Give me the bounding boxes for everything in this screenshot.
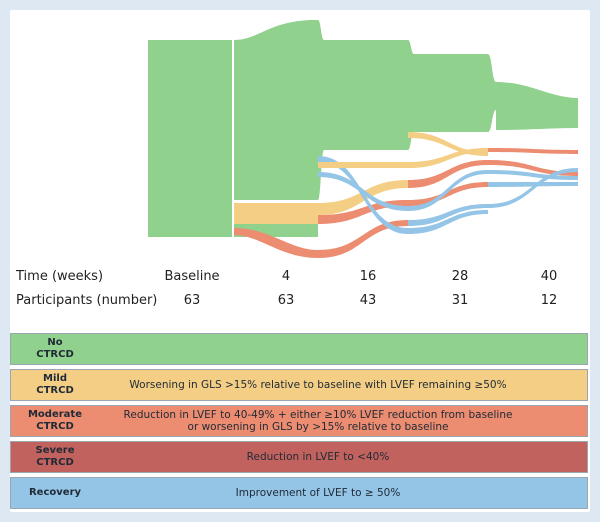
participants-28: 31 (451, 293, 469, 308)
legend-row-no-ctrcd: No CTRCD (10, 333, 588, 365)
time-axis-label: Time (weeks) (16, 269, 104, 284)
legend-row-mild-ctrcd: Mild CTRCD Worsening in GLS >15% relativ… (10, 369, 588, 401)
flow-28-to-40-moderate (488, 148, 578, 154)
legend-desc-mild-ctrcd: Worsening in GLS >15% relative to baseli… (129, 379, 507, 391)
sankey-flows (148, 20, 578, 258)
flow-16-to-28-no-ctrcd (408, 40, 414, 150)
participants-40: 12 (540, 293, 558, 308)
flow-4-to-16-mild-upper (318, 162, 408, 168)
flow-16-to-28-recovery-3 (408, 210, 488, 234)
time-axis-row: Time (weeks) Baseline 4 16 28 40 (10, 269, 590, 289)
flow-16-to-28-recovery-2 (408, 204, 488, 226)
time-40: 40 (540, 269, 558, 284)
legend-term-recovery: Recovery (28, 487, 82, 498)
time-4: 4 (281, 269, 291, 284)
participants-16: 43 (359, 293, 377, 308)
flow-4-to-16-recovery-2 (318, 172, 408, 211)
legend-term-moderate-ctrcd: Moderate CTRCD (27, 409, 82, 432)
flow-28-to-40-recovery-2 (488, 168, 578, 208)
flow-4-to-16-no-ctrcd (318, 20, 324, 200)
flow-16-to-28-moderate (408, 160, 488, 188)
flow-16-to-28-mild-2 (408, 132, 488, 156)
diagram-panel: Time (weeks) Baseline 4 16 28 40 Partici… (10, 10, 590, 512)
node-week40-no-ctrcd (496, 82, 578, 130)
legend-row-moderate-ctrcd: Moderate CTRCD Reduction in LVEF to 40-4… (10, 405, 588, 437)
flow-16-to-28-moderate-2 (408, 182, 488, 206)
participants-4: 63 (277, 293, 295, 308)
flow-16-to-28-recovery (408, 170, 488, 211)
node-week28-no-ctrcd (414, 54, 488, 132)
participants-baseline: 63 (183, 293, 201, 308)
flow-28-to-40-no-ctrcd (488, 54, 496, 132)
node-week4-no-ctrcd-edge (234, 198, 318, 200)
legend-term-mild-ctrcd: Mild CTRCD (36, 373, 74, 396)
node-baseline-no-ctrcd (148, 40, 232, 237)
legend-row-recovery: Recovery Improvement of LVEF to ≥ 50% (10, 477, 588, 509)
flow-4-to-16-recovery (318, 156, 408, 234)
participants-axis-row: Participants (number) 63 63 43 31 12 (10, 293, 590, 313)
time-baseline: Baseline (164, 269, 220, 284)
time-16: 16 (359, 269, 377, 284)
legend-row-severe-ctrcd: Severe CTRCD Reduction in LVEF to <40% (10, 441, 588, 473)
legend-desc-recovery: Improvement of LVEF to ≥ 50% (235, 487, 401, 499)
node-week4-mild-ctrcd (234, 203, 318, 224)
time-28: 28 (451, 269, 469, 284)
participants-axis-label: Participants (number) (16, 293, 158, 308)
legend-term-no-ctrcd: No CTRCD (36, 337, 74, 360)
legend-desc-severe-ctrcd: Reduction in LVEF to <40% (246, 451, 390, 463)
legend-term-severe-ctrcd: Severe CTRCD (35, 445, 75, 468)
legend-desc-moderate-ctrcd: Reduction in LVEF to 40-49% + either ≥10… (123, 409, 513, 433)
flow-28-to-40-recovery-3 (488, 182, 578, 187)
flow-4-to-16-moderate-to-moderate (318, 220, 408, 258)
node-week4-moderate-ctrcd (234, 228, 318, 258)
node-week4-no-ctrcd-top (234, 20, 318, 237)
sankey-diagram (148, 20, 578, 258)
flow-28-to-40-recovery (488, 170, 578, 180)
node-week16-no-ctrcd (324, 40, 408, 150)
